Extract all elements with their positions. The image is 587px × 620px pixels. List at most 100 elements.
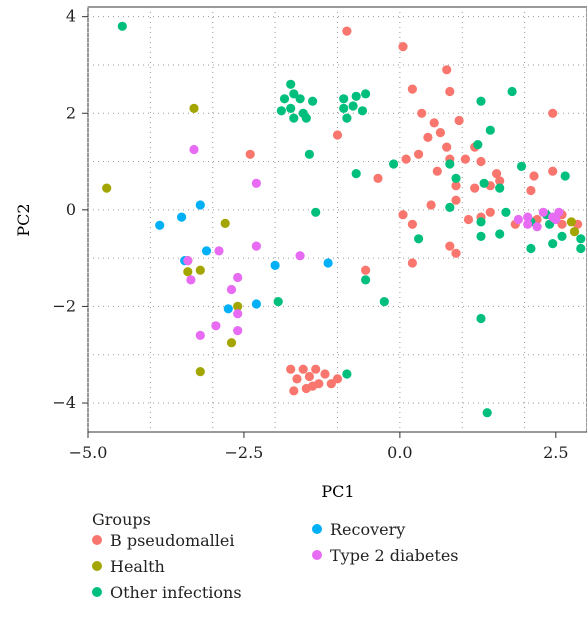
data-point [523, 212, 533, 222]
x-tick-label: −5.0 [69, 443, 108, 462]
data-point [233, 326, 243, 336]
data-point [389, 159, 399, 169]
data-point [270, 260, 280, 270]
data-point [289, 113, 299, 123]
data-point [476, 313, 486, 324]
data-point [226, 284, 237, 295]
data-point [379, 297, 389, 307]
data-point [501, 207, 511, 217]
scatter-plot: −5.0 −2.5 0.0 2.5 4 2 0 −2 −4 PC1 PC2 [14, 6, 587, 500]
data-point [429, 118, 439, 128]
data-point [545, 219, 555, 229]
data-point [286, 103, 296, 113]
data-point [482, 408, 492, 418]
data-point [548, 108, 558, 118]
data-point [332, 374, 343, 384]
data-point [414, 234, 424, 244]
data-point [292, 374, 302, 384]
data-point [155, 220, 165, 230]
y-tick-label: 0 [66, 200, 76, 219]
data-point [320, 369, 330, 379]
data-point [342, 113, 352, 123]
data-point [442, 142, 452, 152]
data-point [342, 26, 352, 36]
data-point [479, 178, 489, 188]
data-point [295, 251, 305, 261]
data-point [223, 304, 233, 314]
data-point [183, 267, 193, 277]
legend-swatch [312, 550, 322, 560]
data-point [426, 200, 436, 210]
x-tick-label: −2.5 [225, 443, 264, 462]
legend-item-recovery: Recovery [312, 520, 405, 539]
data-point [195, 200, 205, 210]
data-point [251, 178, 261, 188]
data-point [351, 169, 361, 179]
data-point [311, 364, 321, 374]
data-point [495, 176, 505, 186]
data-point [445, 241, 455, 251]
data-point [576, 234, 586, 244]
data-point [351, 91, 361, 101]
data-point [485, 207, 495, 217]
data-point [407, 219, 417, 229]
data-point [451, 173, 461, 183]
data-point [373, 173, 383, 183]
data-point [463, 214, 474, 225]
data-point [361, 265, 371, 275]
data-point [442, 65, 452, 75]
y-tick-label: −2 [52, 296, 76, 315]
data-point [323, 258, 333, 268]
legend-label: Health [110, 557, 165, 576]
data-point [339, 94, 349, 104]
series-type-2-diabetes [183, 144, 564, 340]
y-tick-label: 2 [66, 103, 76, 122]
data-points [102, 21, 586, 418]
data-point [560, 171, 570, 181]
data-point [251, 299, 261, 309]
data-point [569, 227, 580, 237]
data-point [492, 169, 502, 179]
data-point [417, 108, 427, 118]
legend-item-b-pseudomallei: B pseudomallei [92, 531, 234, 550]
data-point [348, 101, 358, 111]
data-point [460, 154, 470, 164]
data-point [554, 207, 564, 217]
data-point [548, 166, 558, 176]
data-point [273, 297, 283, 307]
data-point [538, 207, 548, 217]
data-point [551, 214, 561, 225]
data-point [432, 166, 442, 176]
data-point [507, 86, 517, 97]
data-point [485, 125, 495, 135]
data-point [183, 256, 193, 266]
x-tick-label: 0.0 [387, 443, 412, 462]
legend-item-health: Health [92, 557, 165, 576]
data-point [451, 181, 461, 191]
x-tick-label: 2.5 [543, 443, 568, 462]
data-point [195, 265, 205, 275]
data-point [289, 386, 299, 396]
data-point [214, 246, 224, 256]
data-point [495, 229, 505, 239]
data-point [476, 96, 486, 106]
y-tick-label: −4 [52, 393, 76, 412]
data-point [451, 195, 461, 205]
data-point [516, 161, 527, 171]
data-point [557, 219, 567, 229]
data-point [407, 258, 417, 268]
legend-label: Type 2 diabetes [330, 546, 459, 565]
data-point [177, 212, 187, 222]
data-point [513, 214, 524, 225]
data-point [357, 106, 368, 116]
data-point [286, 364, 296, 374]
data-point [445, 202, 455, 212]
legend-title: Groups [92, 510, 151, 529]
data-point [423, 132, 433, 142]
data-point [476, 156, 486, 167]
data-point [201, 246, 212, 256]
legend-label: Other infections [110, 583, 242, 602]
data-point [295, 94, 305, 104]
legend-swatch [92, 561, 102, 571]
series-b-pseudomallei [245, 26, 583, 396]
